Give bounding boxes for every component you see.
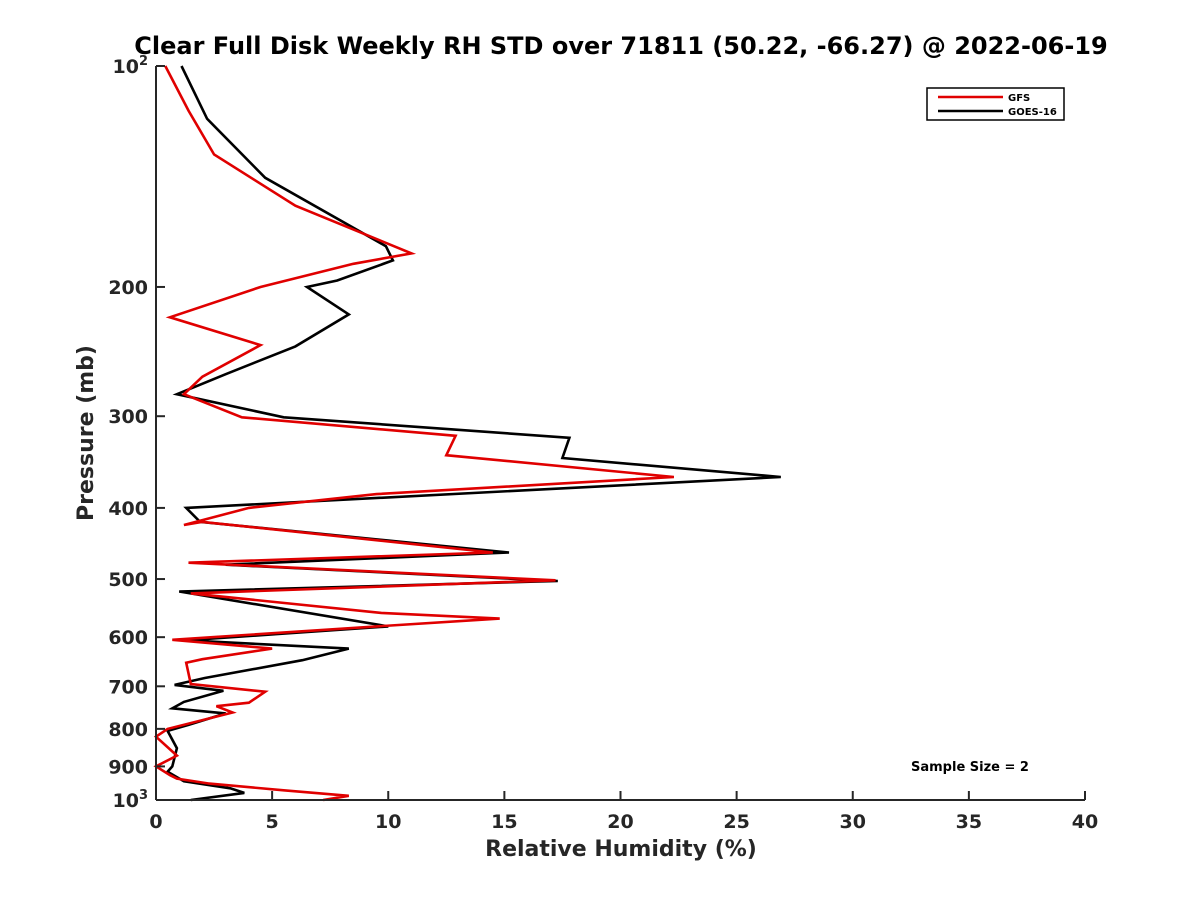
y-tick-label: 600: [108, 627, 148, 649]
x-tick-label: 20: [607, 811, 633, 833]
x-tick-label: 25: [723, 811, 749, 833]
x-tick-label: 0: [149, 811, 162, 833]
x-tick-label: 40: [1072, 811, 1098, 833]
x-tick-label: 10: [375, 811, 401, 833]
x-tick-label: 35: [956, 811, 982, 833]
x-axis-label: Relative Humidity (%): [485, 837, 757, 862]
y-ticks: 102 200 300 400 500 600 700 800 900 103: [108, 54, 165, 812]
y-tick-label: 400: [108, 498, 148, 520]
chart-title: Clear Full Disk Weekly RH STD over 71811…: [134, 32, 1107, 60]
series-line-gfs: [153, 65, 675, 802]
x-tick-label: 30: [840, 811, 866, 833]
y-tick-label: 102: [113, 54, 149, 78]
y-tick-label: 900: [108, 756, 148, 778]
legend-label-gfs: GFS: [1008, 93, 1030, 104]
y-tick-label: 200: [108, 277, 148, 299]
y-tick-label: 300: [108, 406, 148, 428]
y-tick-label: 700: [108, 676, 148, 698]
x-tick-label: 15: [491, 811, 517, 833]
y-tick-label: 500: [108, 569, 148, 591]
y-axis-label: Pressure (mb): [74, 345, 99, 521]
y-tick-label: 103: [113, 788, 149, 812]
y-tick-label: 800: [108, 719, 148, 741]
legend-label-goes16: GOES-16: [1008, 107, 1057, 118]
sample-size-annotation: Sample Size = 2: [911, 760, 1029, 775]
x-ticks: 0 5 10 15 20 25 30 35 40: [149, 791, 1098, 833]
x-tick-label: 5: [266, 811, 279, 833]
series-layer: [153, 65, 781, 802]
plot-area: 0 5 10 15 20 25 30 35 40 102 200 300 400 500 600 700 80…: [108, 54, 1098, 833]
legend-box: [926, 87, 1065, 121]
legend: GFS GOES-16: [926, 87, 1065, 121]
